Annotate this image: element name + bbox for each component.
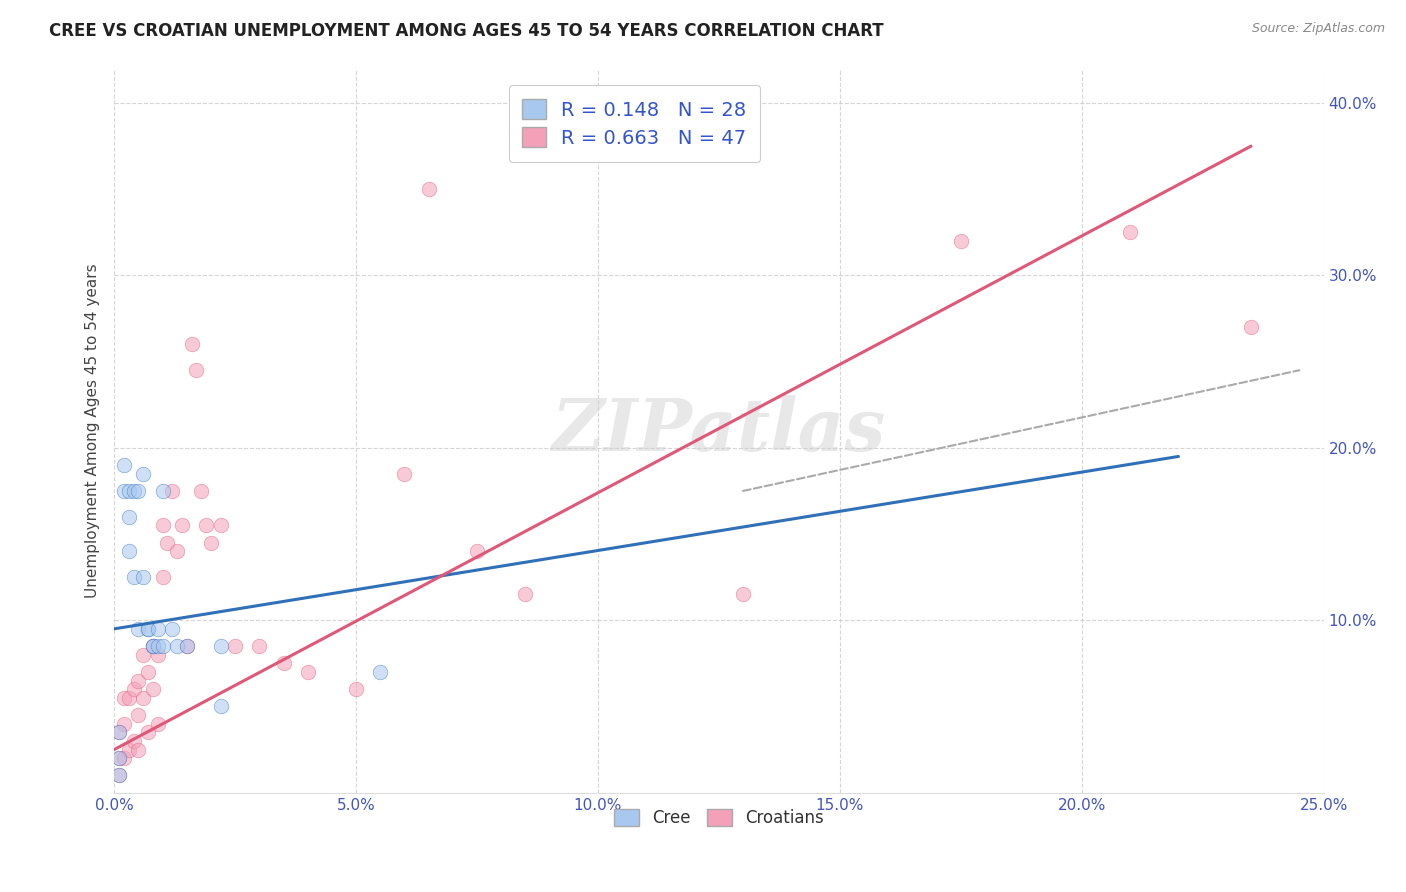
Point <box>132 570 155 584</box>
Point <box>136 665 159 679</box>
Point <box>132 467 155 481</box>
Point <box>180 337 202 351</box>
Point <box>118 483 141 498</box>
Point <box>127 742 149 756</box>
Point <box>112 483 135 498</box>
Point <box>1119 225 1142 239</box>
Point <box>949 234 972 248</box>
Point <box>136 622 159 636</box>
Point <box>273 657 295 671</box>
Point <box>132 690 155 705</box>
Point <box>118 544 141 558</box>
Point <box>146 648 169 662</box>
Point <box>152 483 174 498</box>
Point <box>146 622 169 636</box>
Point <box>162 483 184 498</box>
Point <box>152 518 174 533</box>
Point <box>515 587 537 601</box>
Point <box>122 483 145 498</box>
Point <box>112 690 135 705</box>
Point <box>733 587 755 601</box>
Point <box>108 725 131 739</box>
Point <box>127 673 149 688</box>
Text: Source: ZipAtlas.com: Source: ZipAtlas.com <box>1251 22 1385 36</box>
Point <box>170 518 193 533</box>
Point <box>108 751 131 765</box>
Point <box>344 682 367 697</box>
Point <box>1240 320 1263 334</box>
Point <box>418 182 440 196</box>
Point <box>166 639 188 653</box>
Point <box>166 544 188 558</box>
Legend: Cree, Croatians: Cree, Croatians <box>605 800 832 835</box>
Point <box>195 518 218 533</box>
Point <box>108 751 131 765</box>
Point <box>112 458 135 472</box>
Point <box>142 639 165 653</box>
Point <box>247 639 270 653</box>
Point <box>152 570 174 584</box>
Point <box>122 570 145 584</box>
Text: ZIPatlas: ZIPatlas <box>551 395 886 467</box>
Point <box>146 639 169 653</box>
Point <box>162 622 184 636</box>
Point <box>176 639 198 653</box>
Point <box>127 708 149 723</box>
Point <box>136 622 159 636</box>
Point <box>394 467 416 481</box>
Point <box>142 682 165 697</box>
Point <box>122 682 145 697</box>
Point <box>142 639 165 653</box>
Point <box>142 639 165 653</box>
Point <box>176 639 198 653</box>
Point <box>190 483 212 498</box>
Point <box>127 622 149 636</box>
Point <box>108 768 131 782</box>
Point <box>209 639 232 653</box>
Point <box>209 518 232 533</box>
Point <box>186 363 208 377</box>
Point <box>200 535 222 549</box>
Point <box>118 690 141 705</box>
Point <box>132 648 155 662</box>
Point <box>108 725 131 739</box>
Point <box>465 544 488 558</box>
Point <box>118 509 141 524</box>
Point <box>127 483 149 498</box>
Point <box>112 751 135 765</box>
Y-axis label: Unemployment Among Ages 45 to 54 years: Unemployment Among Ages 45 to 54 years <box>86 263 100 598</box>
Point <box>108 768 131 782</box>
Point <box>209 699 232 714</box>
Point <box>224 639 246 653</box>
Point <box>297 665 319 679</box>
Point <box>368 665 391 679</box>
Point <box>118 742 141 756</box>
Text: CREE VS CROATIAN UNEMPLOYMENT AMONG AGES 45 TO 54 YEARS CORRELATION CHART: CREE VS CROATIAN UNEMPLOYMENT AMONG AGES… <box>49 22 884 40</box>
Point <box>112 716 135 731</box>
Point <box>156 535 179 549</box>
Point <box>136 725 159 739</box>
Point <box>146 716 169 731</box>
Point <box>122 734 145 748</box>
Point <box>152 639 174 653</box>
